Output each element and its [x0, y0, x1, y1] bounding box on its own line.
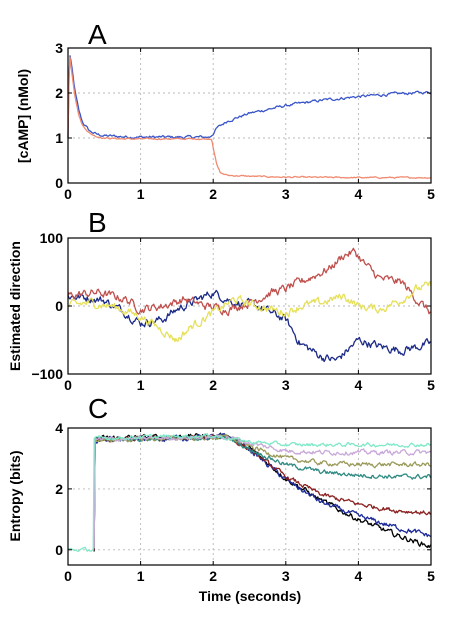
panel-c-xtick-label: 1 — [137, 568, 145, 584]
panel-a-ytick-label: 1 — [55, 130, 63, 146]
panel-b-xtick-label: 3 — [282, 377, 290, 393]
panel-a-ytick-label: 2 — [55, 85, 63, 101]
panel-c-series-7-line — [67, 432, 432, 552]
panel-a-ytick-label: 0 — [55, 175, 63, 191]
panel-c-ytick-label: 0 — [55, 542, 63, 558]
panel-b-ytick-label: 0 — [55, 298, 63, 314]
panel-c-grid — [68, 428, 431, 565]
panel-b-series-2-line — [67, 247, 432, 317]
panel-b-xtick-label: 5 — [427, 377, 435, 393]
panel-c-xtick-label: 5 — [427, 568, 435, 584]
panel-a-ticks: 0 1 2 3 4 5 0 1 2 3 — [55, 40, 435, 202]
panel-a-xtick-label: 2 — [209, 186, 217, 202]
panel-a-label: A — [88, 19, 107, 50]
panel-b-series-3-line — [67, 280, 432, 343]
panel-a-series-2-line — [67, 56, 432, 180]
panel-b-xtick-label: 1 — [137, 377, 145, 393]
panel-a: 0 1 2 3 4 5 0 1 2 3 A [cAMP] (nMol) — [15, 19, 435, 202]
panel-b-xtick-label: 2 — [209, 377, 217, 393]
panel-c-axes-frame — [67, 427, 432, 566]
panel-c-xtick-label: 2 — [209, 568, 217, 584]
panel-b-xtick-label: 0 — [64, 377, 72, 393]
panel-a-ytick-label: 3 — [55, 40, 63, 56]
panel-c-xtick-label: 0 — [64, 568, 72, 584]
panel-c-label: C — [88, 393, 108, 424]
panel-a-series-1-line — [67, 55, 432, 139]
panel-a-xtick-label: 3 — [282, 186, 290, 202]
panel-c-ytick-label: 2 — [55, 481, 63, 497]
panel-a-series — [67, 55, 432, 180]
panel-b-series — [67, 247, 432, 363]
panel-c-xlabel: Time (seconds) — [199, 588, 301, 604]
panel-b-xtick-label: 4 — [355, 377, 363, 393]
panel-c-series — [67, 432, 432, 552]
panel-c: 0 1 2 3 4 5 0 2 4 C Entropy (bits) Time (seconds… — [7, 393, 435, 604]
panel-c-series-4-line — [93, 434, 432, 549]
panel-b-ylabel: Estimated direction — [7, 241, 23, 371]
panel-c-ylabel: Entropy (bits) — [7, 451, 23, 542]
panel-c-series-1-line — [93, 432, 432, 552]
panel-c-ticks: 0 1 2 3 4 5 0 2 4 — [55, 420, 435, 584]
panel-c-xtick-label: 4 — [355, 568, 363, 584]
panel-b-ytick-label: −100 — [31, 366, 63, 382]
panel-b-ytick-label: 100 — [40, 230, 64, 246]
panel-a-xtick-label: 1 — [137, 186, 145, 202]
panel-b-label: B — [88, 207, 107, 238]
panel-a-grid — [68, 48, 431, 183]
panel-c-ytick-label: 4 — [55, 420, 63, 436]
panel-a-xtick-label: 4 — [355, 186, 363, 202]
panel-c-series-2-line — [93, 432, 432, 551]
panel-c-series-6-line — [93, 433, 432, 549]
panel-a-axes-frame — [67, 47, 432, 184]
panel-a-xtick-label: 0 — [64, 186, 72, 202]
panel-c-series-5-line — [93, 433, 432, 549]
panel-a-ylabel: [cAMP] (nMol) — [15, 69, 31, 163]
panel-c-xtick-label: 3 — [282, 568, 290, 584]
panel-a-xtick-label: 5 — [427, 186, 435, 202]
